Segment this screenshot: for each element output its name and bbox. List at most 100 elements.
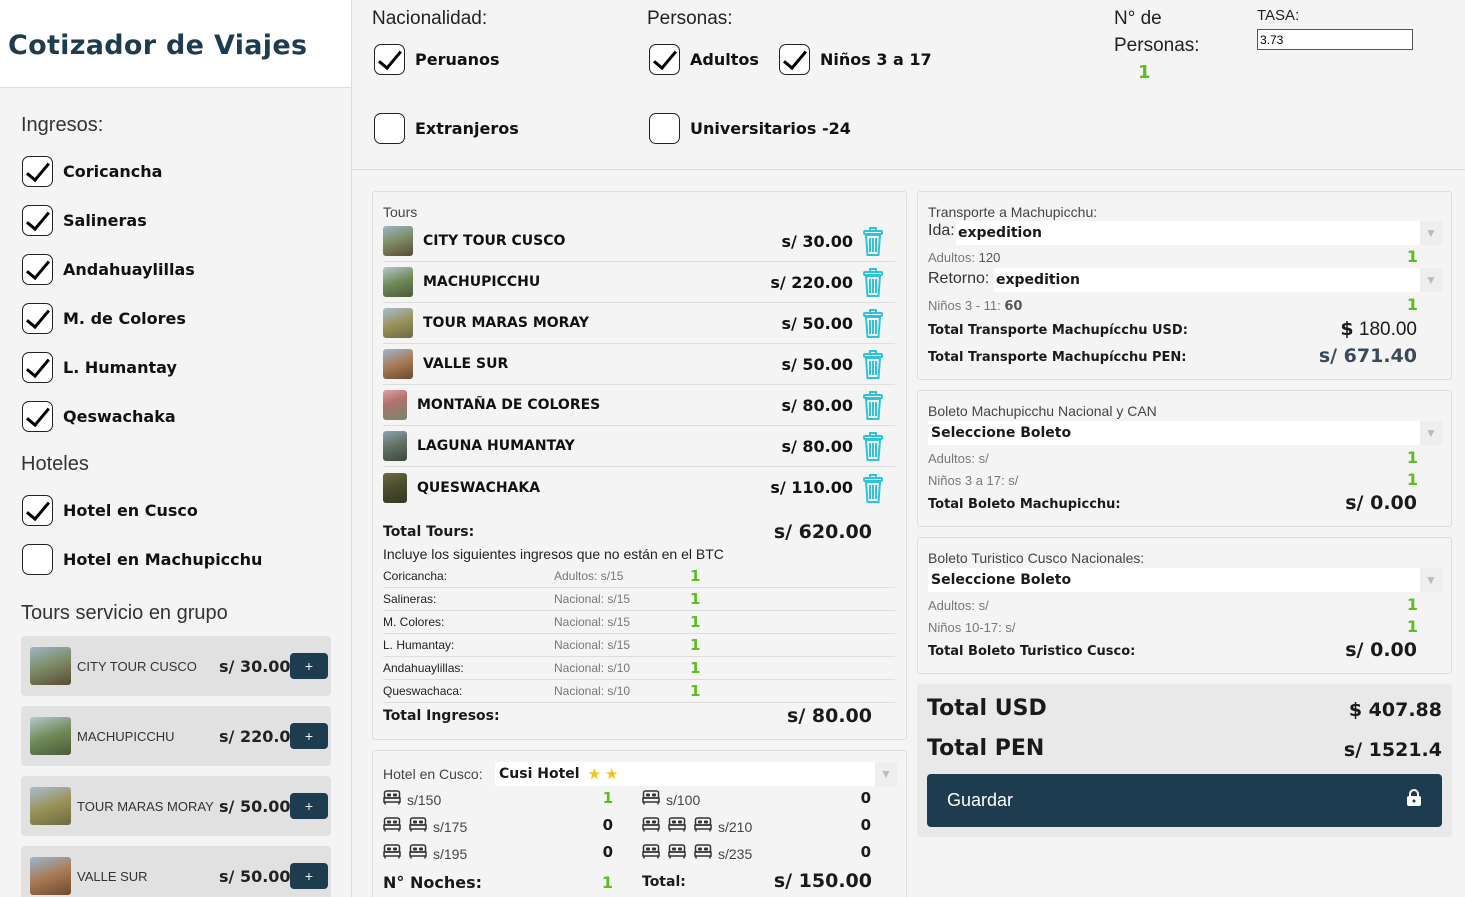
checkbox[interactable] xyxy=(22,156,53,187)
checkbox-label: M. de Colores xyxy=(63,309,186,328)
trash-icon[interactable] xyxy=(861,268,883,297)
bed-icon xyxy=(642,843,660,864)
ingreso-qeswachaka[interactable]: Qeswachaka xyxy=(0,392,351,441)
tour-price: s/ 80.00 xyxy=(781,436,853,456)
ida-select[interactable]: expedition ▼ xyxy=(956,221,1442,245)
ingreso-row: M. Colores: Nacional: s/15 1 xyxy=(383,611,895,634)
bed-icon xyxy=(668,816,686,837)
trash-icon[interactable] xyxy=(861,227,883,256)
boleto-mp-ninos-count: 1 xyxy=(1406,470,1418,489)
total-tours-label: Total Tours: xyxy=(383,524,475,540)
totales-panel: Total USD $ 407.88 Total PEN s/ 1521.4 G… xyxy=(917,684,1452,837)
noches-label: N° Noches: xyxy=(383,873,482,892)
tour-name: QUESWACHAKA xyxy=(417,479,541,496)
ingreso-salineras[interactable]: Salineras xyxy=(0,196,351,245)
adultos-value: 120 xyxy=(978,250,1001,265)
total-usd-value: $ 407.88 xyxy=(1348,699,1442,721)
checkbox[interactable] xyxy=(649,44,680,75)
trash-icon[interactable] xyxy=(861,309,883,338)
boleto-mp-select[interactable]: Seleccione Boleto ▼ xyxy=(928,421,1442,445)
tour-row: MACHUPICCHU s/ 220.00 xyxy=(383,262,895,303)
boleto-mp-total-label: Total Boleto Machupicchu: xyxy=(928,497,1121,512)
boleto-cusco-adultos-count: 1 xyxy=(1406,595,1418,614)
bed-icon xyxy=(409,843,427,864)
ingreso-l-humantay[interactable]: L. Humantay xyxy=(0,343,351,392)
tour-name: LAGUNA HUMANTAY xyxy=(417,438,575,454)
checkbox[interactable] xyxy=(374,113,405,144)
grupo-name: CITY TOUR CUSCO xyxy=(77,658,197,674)
hotel-label: Hotel en Cusco: xyxy=(383,766,483,782)
checkbox[interactable] xyxy=(22,254,53,285)
hoteles-list: Hotel en Cusco Hotel en Machupicchu xyxy=(0,486,351,584)
boleto-cusco-panel: Boleto Turistico Cusco Nacionales: Selec… xyxy=(917,537,1452,674)
ingreso-count: 1 xyxy=(690,682,701,700)
retorno-select[interactable]: expedition ▼ xyxy=(994,268,1442,292)
grupo-price: s/ 50.00 xyxy=(219,796,291,816)
room-option: s/195 xyxy=(383,843,467,864)
filters-bar: Nacionalidad: Peruanos Extranjeros Perso… xyxy=(352,0,1465,170)
ingreso-andahuaylillas[interactable]: Andahuaylillas xyxy=(0,245,351,294)
tasa-input[interactable] xyxy=(1257,29,1413,50)
add-tour-button[interactable]: + xyxy=(290,863,328,889)
tour-row: CITY TOUR CUSCO s/ 30.00 xyxy=(383,221,895,262)
adultos-count: 1 xyxy=(1406,247,1418,266)
grupo-name: MACHUPICCHU xyxy=(77,728,175,744)
hotel-panel: Hotel en Cusco: Cusi Hotel ★ ★ ▼ s/150 1… xyxy=(372,750,907,897)
ingresos-list: Coricancha Salineras Andahuaylillas M. d… xyxy=(0,147,351,441)
save-button[interactable]: Guardar xyxy=(927,774,1442,827)
boleto-cusco-adultos-label: Adultos: s/ xyxy=(928,598,989,613)
add-tour-button[interactable]: + xyxy=(290,793,328,819)
trash-icon[interactable] xyxy=(861,473,883,503)
extranjeros-option[interactable]: Extranjeros xyxy=(374,113,519,144)
retorno-label: Retorno: xyxy=(928,270,990,287)
ingreso-m-de-colores[interactable]: M. de Colores xyxy=(0,294,351,343)
room-price: s/100 xyxy=(666,791,701,808)
grupo-list: CITY TOUR CUSCO s/ 30.00 + MACHUPICCHU s… xyxy=(0,636,351,897)
boleto-cusco-select[interactable]: Seleccione Boleto ▼ xyxy=(928,568,1442,592)
checkbox[interactable] xyxy=(649,113,680,144)
tour-name: MONTAÑA DE COLORES xyxy=(417,397,601,413)
checkbox[interactable] xyxy=(22,352,53,383)
tour-thumbnail xyxy=(383,472,407,503)
tour-row: QUESWACHAKA s/ 110.00 xyxy=(383,467,895,508)
ninos-label: Niños 3 - 11: xyxy=(928,298,1001,313)
checkbox-label: Extranjeros xyxy=(415,119,519,138)
hotel-machupicchu-toggle[interactable]: Hotel en Machupicchu xyxy=(0,535,351,584)
grupo-name: TOUR MARAS MORAY xyxy=(77,798,214,814)
total-pen-label: Total PEN xyxy=(927,736,1045,761)
tour-name: MACHUPICCHU xyxy=(423,274,541,290)
ingresos-heading: Ingresos: xyxy=(21,114,104,136)
checkbox[interactable] xyxy=(22,205,53,236)
room-option: s/235 xyxy=(642,843,752,864)
tour-row: LAGUNA HUMANTAY s/ 80.00 xyxy=(383,426,895,467)
room-count: 0 xyxy=(602,816,613,834)
room-option: s/175 xyxy=(383,816,467,837)
ingreso-coricancha[interactable]: Coricancha xyxy=(0,147,351,196)
checkbox[interactable] xyxy=(22,401,53,432)
boleto-mp-title: Boleto Machupicchu Nacional y CAN xyxy=(928,403,1157,419)
universitarios-option[interactable]: Universitarios -24 xyxy=(649,113,851,144)
checkbox[interactable] xyxy=(374,44,405,75)
checkbox[interactable] xyxy=(22,495,53,526)
add-tour-button[interactable]: + xyxy=(290,723,328,749)
hotel-select[interactable]: Cusi Hotel ★ ★ ▼ xyxy=(495,762,897,786)
add-tour-button[interactable]: + xyxy=(290,653,328,679)
hotel-cusco-toggle[interactable]: Hotel en Cusco xyxy=(0,486,351,535)
boleto-cusco-selected: Seleccione Boleto xyxy=(931,572,1072,588)
tour-thumbnail xyxy=(383,349,413,379)
trash-icon[interactable] xyxy=(861,350,883,379)
checkbox[interactable] xyxy=(779,44,810,75)
total-pen-value: s/ 1521.4 xyxy=(1343,739,1442,761)
includes-note: Incluye los siguientes ingresos que no e… xyxy=(383,546,724,562)
trash-icon[interactable] xyxy=(861,432,883,461)
boleto-cusco-ninos-label: Niños 10-17: s/ xyxy=(928,620,1016,635)
transporte-panel: Transporte a Machupicchu: Ida: expeditio… xyxy=(917,191,1452,380)
room-option: s/100 xyxy=(642,789,700,810)
ninos-option[interactable]: Niños 3 a 17 xyxy=(779,44,932,75)
peruanos-option[interactable]: Peruanos xyxy=(374,44,500,75)
checkbox[interactable] xyxy=(22,544,53,575)
grupo-price: s/ 50.00 xyxy=(219,866,291,886)
trash-icon[interactable] xyxy=(861,391,883,420)
adultos-option[interactable]: Adultos xyxy=(649,44,759,75)
checkbox[interactable] xyxy=(22,303,53,334)
